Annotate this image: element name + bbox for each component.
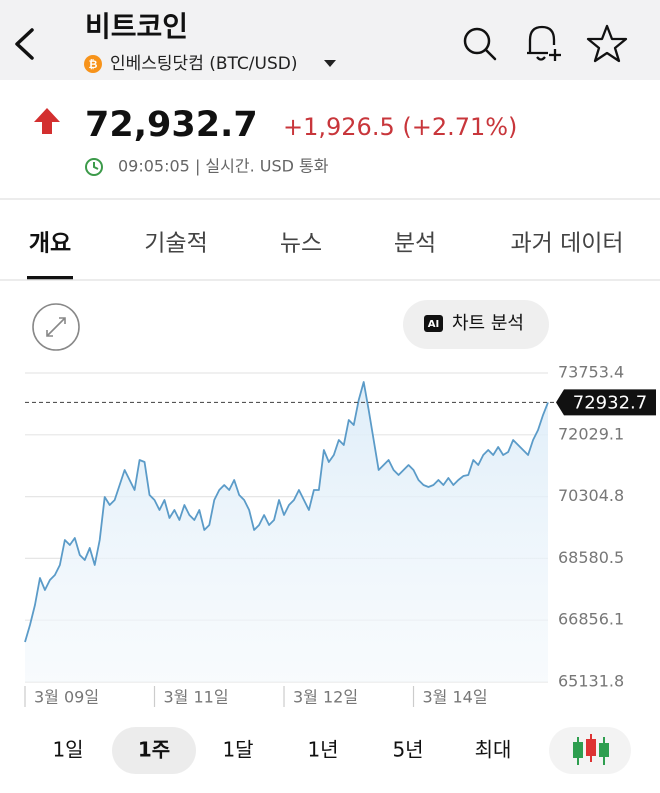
- favorite-button[interactable]: [586, 24, 628, 63]
- time-info: 09:05:05 | 실시간. USD 통화: [118, 157, 329, 176]
- tab-bar: 개요 기술적 뉴스 분석 과거 데이터: [27, 231, 624, 280]
- source-label[interactable]: 인베스팅닷컴 (BTC/USD): [110, 54, 297, 74]
- y-tick-label: 73753.4: [558, 363, 624, 382]
- search-button[interactable]: [463, 27, 497, 61]
- y-tick-label: 65131.8: [558, 672, 624, 691]
- tab[interactable]: 기술적: [144, 231, 207, 257]
- y-tick-label: 72029.1: [558, 424, 624, 443]
- period-button[interactable]: 1일: [52, 738, 83, 762]
- ai-analysis-label: 차트 분석: [452, 313, 524, 334]
- y-tick-label: 66856.1: [558, 610, 624, 629]
- bitcoin-icon: [84, 55, 102, 73]
- x-tick-label: 3월 09일: [34, 688, 99, 707]
- tab[interactable]: 개요: [29, 231, 71, 257]
- up-arrow-icon: [34, 108, 60, 134]
- x-tick-label: 3월 12일: [293, 688, 358, 707]
- period-bar: 1일 1주 1달 1년 5년 최대: [52, 738, 511, 762]
- price-chart: 65131.8 66856.1 68580.5 70304.8 72029.1 73753…: [24, 363, 656, 707]
- alert-button[interactable]: [527, 25, 561, 61]
- period-button[interactable]: 1달: [222, 738, 253, 762]
- y-tick-label: 68580.5: [558, 548, 624, 567]
- tab[interactable]: 분석: [394, 231, 436, 257]
- period-button[interactable]: 5년: [392, 738, 423, 762]
- back-button[interactable]: [15, 28, 34, 60]
- price: 72,932.7: [85, 105, 258, 145]
- page-title: 비트코인: [85, 10, 188, 43]
- current-price-label: 72932.7: [573, 392, 647, 413]
- x-tick-label: 3월 14일: [423, 688, 488, 707]
- price-line: [24, 381, 549, 643]
- tab[interactable]: 과거 데이터: [510, 231, 623, 257]
- chart-type-button[interactable]: [549, 727, 631, 774]
- tab-underline: [27, 276, 73, 280]
- ai-badge: [424, 315, 443, 332]
- ai-badge-text: AI: [428, 319, 439, 330]
- x-tick-label: 3월 11일: [164, 688, 229, 707]
- period-button[interactable]: 최대: [475, 738, 512, 762]
- expand-button[interactable]: [32, 303, 80, 351]
- clock-icon: [85, 158, 103, 176]
- source-dropdown[interactable]: [324, 60, 336, 67]
- period-button[interactable]: 1년: [307, 738, 338, 762]
- ai-analysis-button[interactable]: [403, 300, 549, 349]
- current-price-box: [556, 389, 656, 416]
- selected-period-pill: [112, 727, 196, 774]
- price-area: [25, 382, 548, 682]
- bitcoin-icon-glyph: ₿: [89, 58, 98, 71]
- period-button[interactable]: 1주: [138, 738, 170, 762]
- y-tick-label: 70304.8: [558, 486, 624, 505]
- price-change: +1,926.5 (+2.71%): [283, 113, 517, 141]
- tab[interactable]: 뉴스: [280, 231, 322, 257]
